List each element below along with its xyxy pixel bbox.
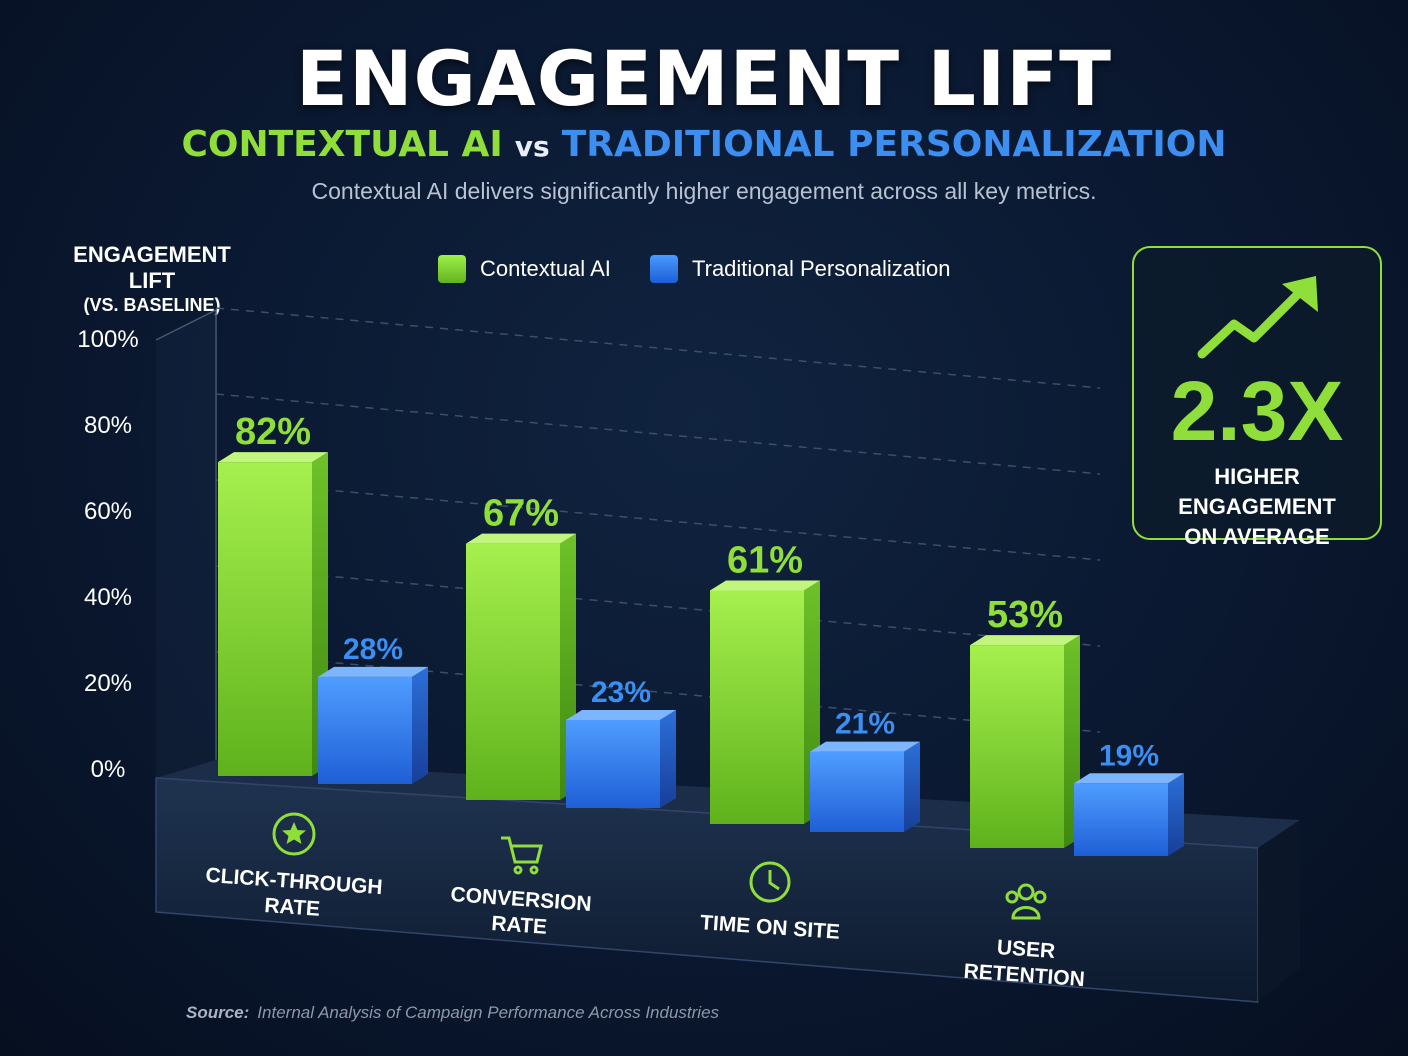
- data-label-traditional: 28%: [343, 633, 403, 666]
- y-tick-label: 0%: [91, 756, 126, 783]
- source-label: Source:: [186, 1003, 250, 1022]
- y-tick-label: 100%: [77, 326, 138, 353]
- icon-part: [513, 865, 523, 875]
- icon-part: [1011, 906, 1041, 920]
- legend-item-contextual-ai: Contextual AI: [438, 255, 611, 283]
- gridline: [215, 479, 1101, 561]
- bar-traditional-front: [1074, 783, 1168, 856]
- page-title: ENGAGEMENT LIFT: [296, 34, 1112, 123]
- bar-contextual-ai-top: [218, 452, 328, 463]
- platform-side: [1258, 820, 1300, 1002]
- icon-part: [501, 836, 543, 864]
- bar-traditional-side: [660, 709, 676, 808]
- y-axis-title-line2: (VS. BASELINE): [83, 295, 221, 315]
- trend-up-arrow-icon: [1197, 276, 1318, 359]
- y-axis-wall-fill: [156, 310, 216, 778]
- clock-icon: [749, 861, 791, 903]
- y-axis-title-line1: ENGAGEMENT LIFT: [73, 242, 231, 293]
- data-label-contextual-ai: 53%: [987, 594, 1063, 636]
- y-tick-label: 20%: [84, 670, 132, 697]
- bar-contextual-ai-top: [970, 635, 1080, 646]
- data-label-contextual-ai: 67%: [483, 493, 559, 535]
- legend-swatch-blue: [650, 255, 678, 283]
- callout-line1: HIGHER ENGAGEMENT: [1178, 464, 1336, 519]
- icon-part: [1033, 890, 1047, 904]
- category-label-line: USER: [996, 936, 1056, 963]
- icon-part: [768, 870, 780, 891]
- category-label-line: RATE: [491, 912, 548, 939]
- data-label-traditional: 19%: [1099, 739, 1159, 772]
- tagline: Contextual AI delivers significantly hig…: [311, 178, 1097, 204]
- callout-line2: ON AVERAGE: [1184, 524, 1330, 549]
- bar-traditional-front: [810, 751, 904, 832]
- icon-part: [282, 822, 306, 844]
- icon-part: [529, 865, 539, 875]
- bar-contextual-ai-front: [970, 645, 1064, 848]
- category-label-line: RATE: [264, 894, 321, 921]
- shopping-cart-icon: [501, 836, 543, 875]
- bar-contextual-ai-top: [466, 533, 576, 544]
- gridline: [215, 307, 1101, 389]
- subtitle-vs: vs: [514, 130, 550, 163]
- users-icon: [1005, 883, 1047, 920]
- data-label-traditional: 21%: [835, 708, 895, 741]
- bar-traditional-side: [412, 666, 428, 784]
- bar-contextual-ai-front: [218, 462, 312, 776]
- source-note: Source: Internal Analysis of Campaign Per…: [186, 1003, 719, 1023]
- subtitle-contextual-ai: CONTEXTUAL AI: [181, 124, 503, 165]
- bar-traditional-top: [318, 666, 428, 677]
- bar-contextual-ai-front: [466, 543, 560, 800]
- source-text: Internal Analysis of Campaign Performanc…: [257, 1003, 720, 1022]
- gridline: [215, 393, 1101, 475]
- gridline: [215, 565, 1101, 647]
- legend-swatch-green: [438, 255, 466, 283]
- icon-part: [749, 861, 791, 903]
- bar-traditional-front: [318, 676, 412, 784]
- bar-traditional-side: [904, 741, 920, 832]
- bar-traditional-front: [566, 719, 660, 808]
- data-label-contextual-ai: 61%: [727, 540, 803, 582]
- data-label-contextual-ai: 82%: [235, 411, 311, 453]
- gridline: [215, 651, 1101, 733]
- y-tick-label: 40%: [84, 584, 132, 611]
- page-subtitle: CONTEXTUAL AI vs TRADITIONAL PERSONALIZATI…: [0, 124, 1408, 165]
- y-axis-title: ENGAGEMENT LIFT (VS. BASELINE): [48, 242, 256, 316]
- star-badge-icon: [272, 812, 316, 856]
- bar-contextual-ai-top: [710, 580, 820, 591]
- icon-part: [1017, 883, 1035, 901]
- callout-value: 2.3X: [1170, 364, 1344, 458]
- legend-label-traditional: Traditional Personalization: [692, 256, 951, 281]
- bar-traditional-top: [566, 709, 676, 720]
- subtitle-traditional: TRADITIONAL PERSONALIZATION: [561, 124, 1227, 165]
- bar-traditional-top: [1074, 773, 1184, 784]
- data-label-traditional: 23%: [591, 676, 651, 709]
- bar-traditional-top: [810, 741, 920, 752]
- y-tick-label: 80%: [84, 412, 132, 439]
- callout-text: HIGHER ENGAGEMENT ON AVERAGE: [1134, 462, 1380, 552]
- bar-traditional-side: [1168, 773, 1184, 856]
- callout-box: 2.3X HIGHER ENGAGEMENT ON AVERAGE: [1132, 246, 1382, 549]
- legend-item-traditional: Traditional Personalization: [650, 255, 950, 283]
- legend-label-contextual-ai: Contextual AI: [480, 256, 611, 281]
- y-tick-label: 60%: [84, 498, 132, 525]
- bar-contextual-ai-front: [710, 590, 804, 824]
- icon-part: [272, 812, 316, 856]
- icon-part: [1005, 890, 1019, 904]
